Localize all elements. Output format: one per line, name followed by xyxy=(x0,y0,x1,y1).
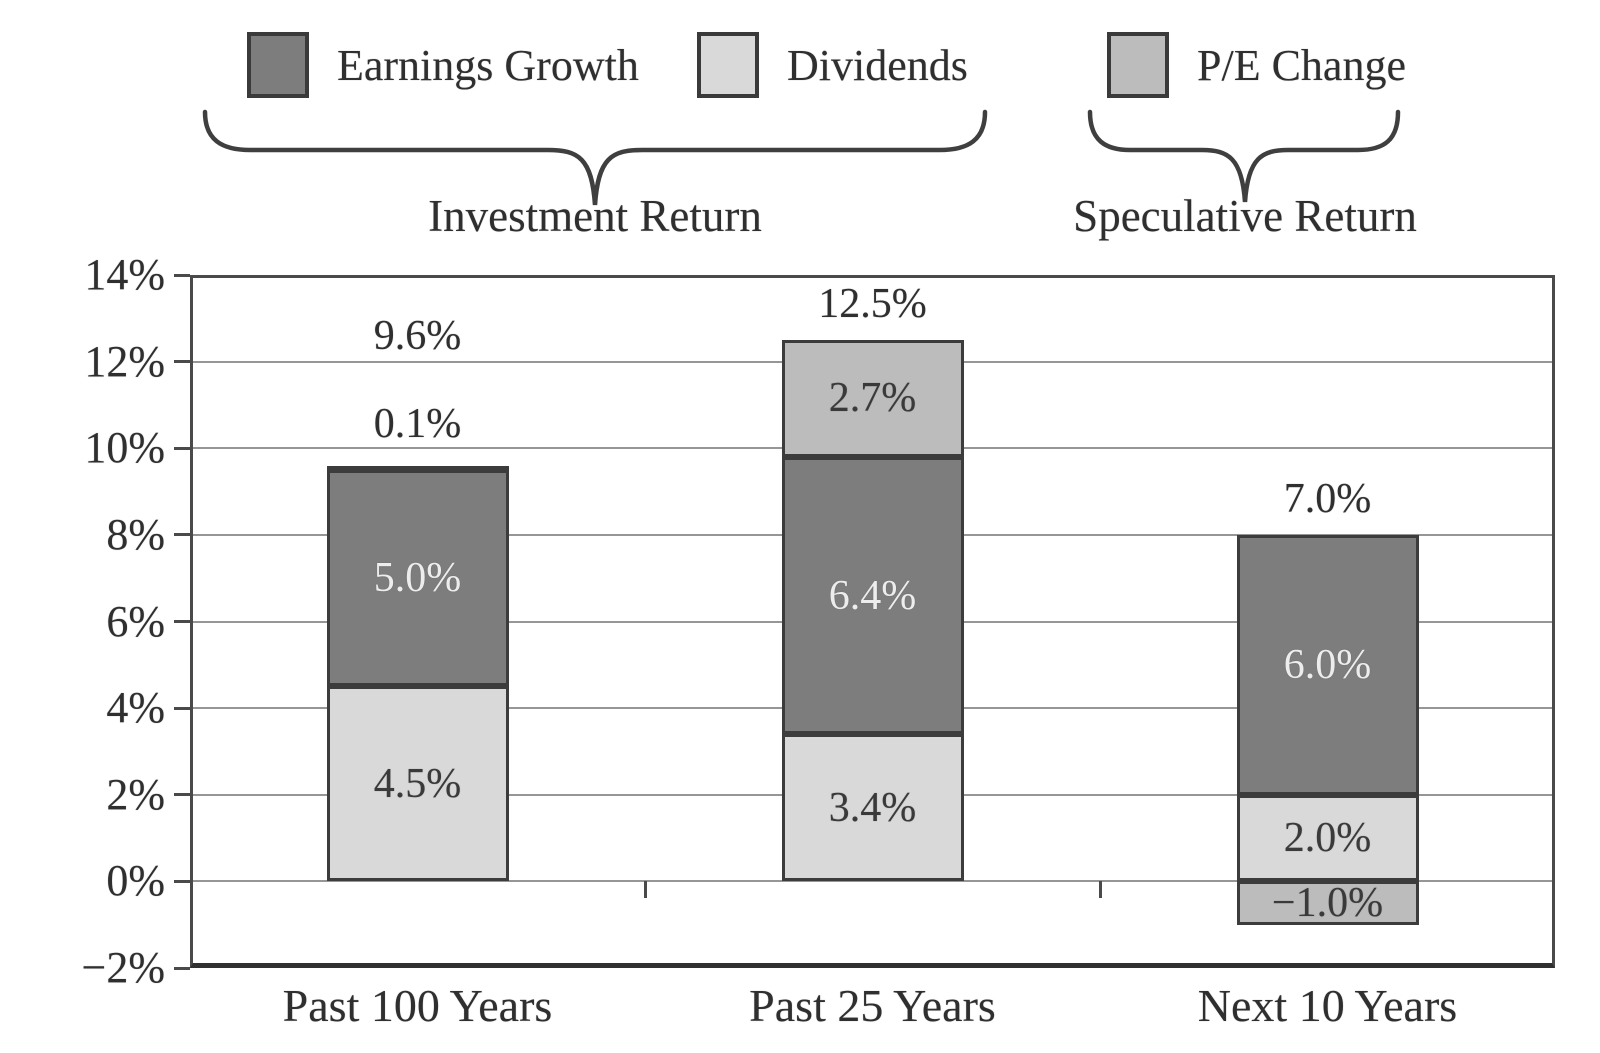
bar-segment-label: 2.0% xyxy=(1283,815,1372,862)
category-label: Past 25 Years xyxy=(749,980,996,1031)
bar-segment-label: −1.0% xyxy=(1271,880,1384,927)
y-axis-label: 8% xyxy=(106,509,165,559)
y-axis-tick xyxy=(174,706,190,710)
category-label: Past 100 Years xyxy=(282,980,553,1031)
y-axis-tick xyxy=(174,446,190,450)
dividends-swatch xyxy=(697,32,759,98)
bar-segment-label: 6.4% xyxy=(828,572,917,619)
y-axis-label: 0% xyxy=(106,856,165,906)
y-axis-label: 4% xyxy=(106,683,165,733)
bar-segment-label: 5.0% xyxy=(373,555,462,602)
y-axis-tick xyxy=(174,273,190,277)
bar-segment-p-e-change xyxy=(781,339,964,457)
bar-outside-label: 0.1% xyxy=(373,400,462,447)
bar-segment-label: 6.0% xyxy=(1283,641,1372,688)
plot-frame xyxy=(190,275,1555,968)
y-axis-label: 10% xyxy=(84,423,165,473)
category-axis-tick xyxy=(643,881,647,899)
legend-item-pe-change: P/E Change xyxy=(1107,30,1406,100)
bar-segment-p-e-change xyxy=(1236,881,1419,925)
bar-total-label: 7.0% xyxy=(1283,475,1372,522)
bar-segment-label: 4.5% xyxy=(373,760,462,807)
bar-segment-dividends xyxy=(781,734,964,882)
bar-total-label: 9.6% xyxy=(373,312,462,359)
legend-item-dividends: Dividends xyxy=(697,30,968,100)
gridline xyxy=(190,880,1555,883)
pe-change-label: P/E Change xyxy=(1197,40,1406,90)
y-axis-label: 12% xyxy=(84,336,165,386)
category-label: Next 10 Years xyxy=(1197,980,1458,1031)
bar-segment-dividends xyxy=(1236,794,1419,882)
y-axis-tick xyxy=(174,360,190,364)
bar-total-label: 12.5% xyxy=(818,280,927,327)
bar-segment-label: 2.7% xyxy=(828,375,917,422)
bar-segment-earnings-growth xyxy=(781,456,964,735)
bar-segment-earnings-growth xyxy=(1236,534,1419,795)
y-axis-label: 14% xyxy=(84,250,165,299)
dividends-label: Dividends xyxy=(787,40,968,90)
category-axis-tick xyxy=(1098,881,1102,899)
y-axis-label: 6% xyxy=(106,596,165,646)
speculative-return-group-label: Speculative Return xyxy=(1073,191,1417,241)
earnings-growth-label: Earnings Growth xyxy=(337,40,639,90)
y-axis-tick xyxy=(174,533,190,537)
pe-change-swatch xyxy=(1107,32,1169,98)
investment-return-group-label: Investment Return xyxy=(428,191,762,241)
y-axis-tick xyxy=(174,620,190,623)
bar-segment-dividends xyxy=(326,686,509,882)
earnings-growth-swatch xyxy=(247,32,309,98)
y-axis-tick xyxy=(174,879,190,883)
y-axis-tick xyxy=(174,966,190,970)
speculative-return-brace xyxy=(1087,109,1401,203)
legend-item-earnings-growth: Earnings Growth xyxy=(247,30,639,100)
bar-segment-label: 3.4% xyxy=(828,784,917,831)
y-axis-label: 2% xyxy=(106,769,165,819)
y-axis-tick xyxy=(174,793,190,797)
y-axis-label: −2% xyxy=(81,943,165,992)
bar-segment-p-e-change xyxy=(326,465,509,472)
